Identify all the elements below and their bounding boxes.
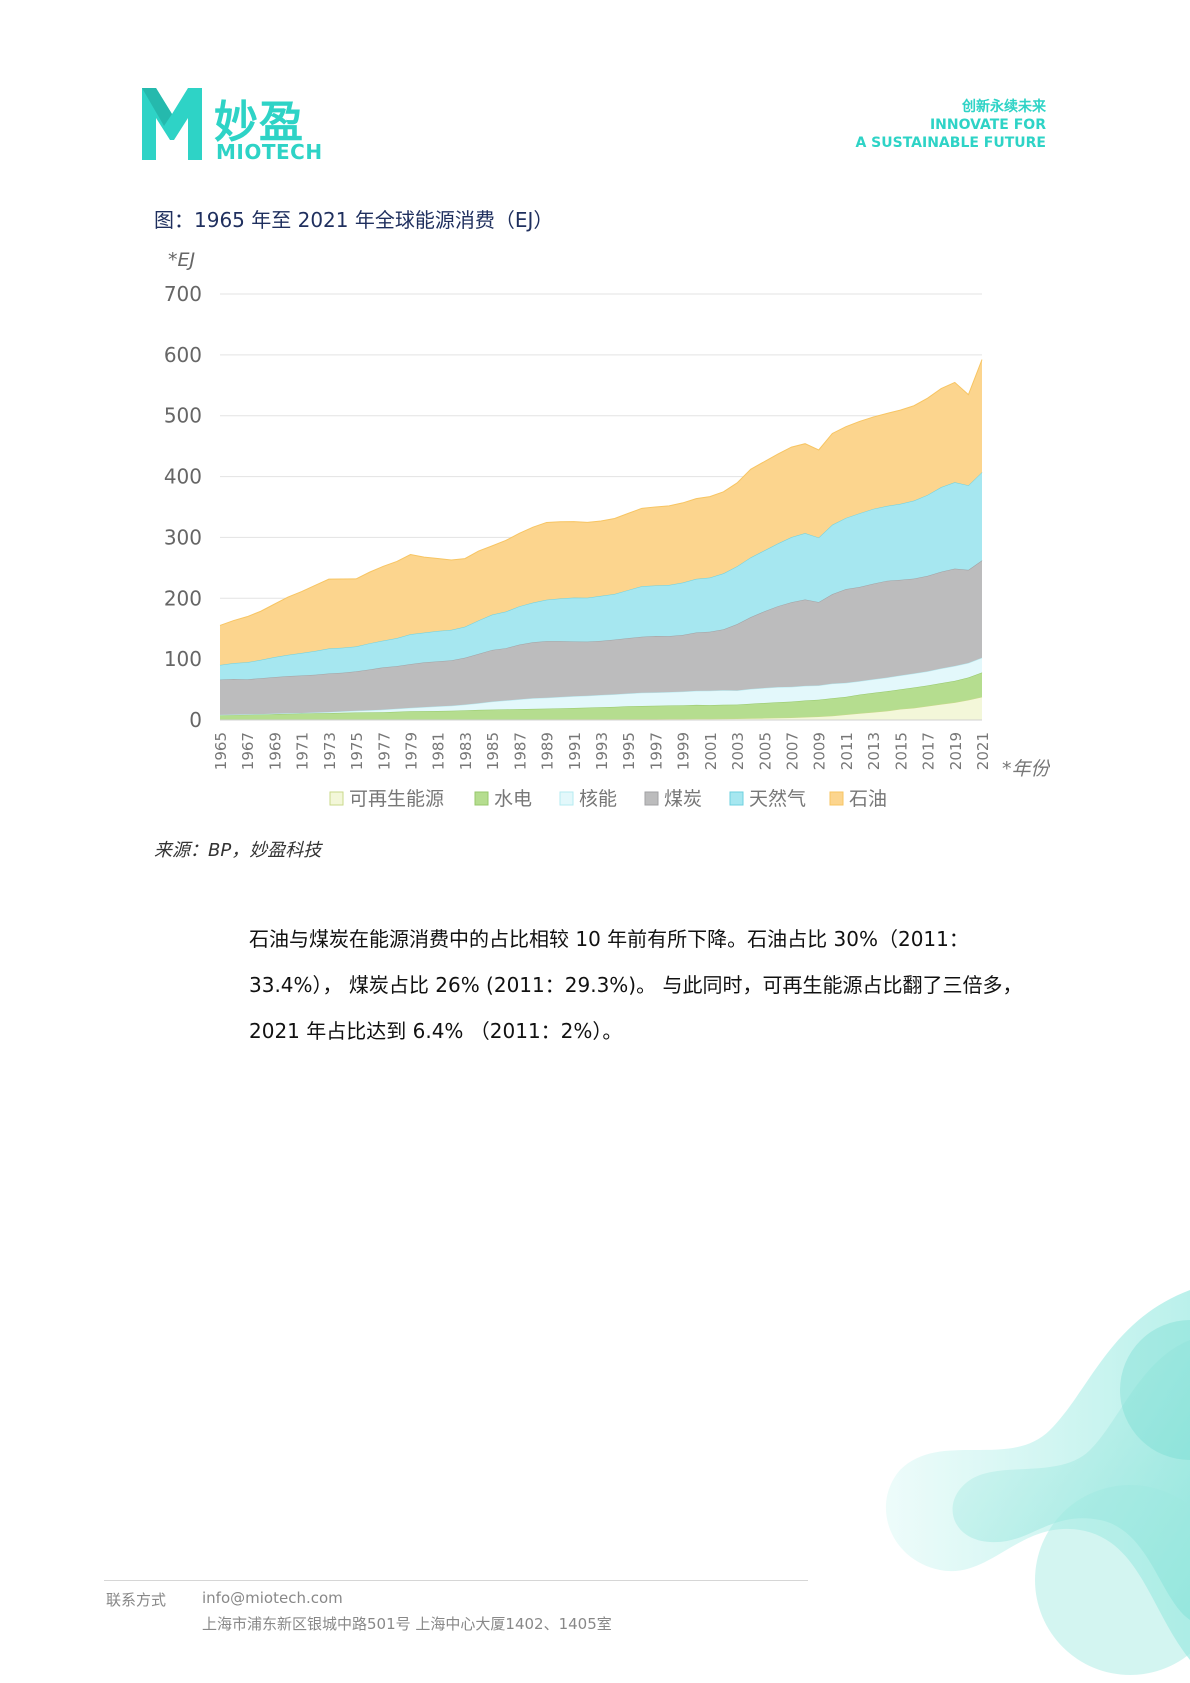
y-tick-label: 500: [164, 404, 202, 428]
x-tick-label: 1989: [539, 732, 557, 770]
x-tick-label: 1999: [675, 732, 693, 770]
y-tick-label: 200: [164, 586, 202, 610]
x-tick-label: 2021: [974, 732, 992, 770]
figure-source: 来源：BP，妙盈科技: [154, 840, 322, 861]
chart-legend: 可再生能源 水电 核能 煤炭 天然气 石油: [329, 788, 887, 810]
legend-item: 核能: [559, 788, 617, 810]
x-tick-label: 1987: [511, 732, 529, 770]
x-axis: 1965 1967 1969 1971 1973 1975 1977 1979 1981 1983…: [212, 719, 992, 770]
y-tick-label: 400: [164, 465, 202, 489]
slogan: 创新永续未来 INNOVATE FOR A SUSTAINABLE FUTURE: [855, 98, 1046, 152]
x-tick-label: 1981: [430, 732, 448, 770]
decorative-wave-shapes: [885, 1290, 1190, 1675]
x-tick-label: 1993: [593, 732, 611, 770]
footer-address: 上海市浦东新区银城中路501号 上海中心大厦1402、1405室: [202, 1615, 612, 1633]
x-tick-label: 1991: [566, 732, 584, 770]
x-tick-label: 2013: [865, 732, 883, 770]
slogan-line-cn: 创新永续未来: [962, 99, 1046, 115]
area-煤炭: [220, 560, 982, 715]
y-axis-label: *EJ: [168, 249, 196, 271]
x-tick-label: 2005: [756, 732, 774, 770]
x-tick-label: 2009: [811, 732, 829, 770]
x-tick-label: 1977: [375, 732, 393, 770]
x-tick-label: 1973: [321, 732, 339, 770]
x-axis-label: *年份: [1002, 758, 1050, 780]
x-tick-label: 2019: [947, 732, 965, 770]
area-石油: [220, 359, 982, 665]
x-tick-label: 1971: [294, 732, 312, 770]
legend-swatch: [729, 791, 744, 806]
legend-swatch: [474, 791, 489, 806]
x-tick-label: 1983: [457, 732, 475, 770]
legend-label: 水电: [494, 788, 532, 810]
legend-item: 可再生能源: [329, 788, 444, 810]
legend-swatch: [644, 791, 659, 806]
area-水电: [220, 672, 982, 720]
footer-email: info@miotech.com: [202, 1589, 343, 1607]
x-tick-label: 1965: [212, 732, 230, 770]
slogan-line-en-1: INNOVATE FOR: [929, 117, 1046, 133]
y-tick-label: 0: [189, 708, 202, 732]
area-天然气: [220, 472, 982, 680]
y-tick-label: 100: [164, 647, 202, 671]
area-edge-石油: [219, 359, 983, 626]
y-axis: 0 100 200 300 400 500 600 700: [164, 282, 202, 732]
legend-item: 水电: [474, 788, 532, 810]
legend-swatch: [559, 791, 574, 806]
x-tick-label: 2001: [702, 732, 720, 770]
legend-swatch: [329, 791, 344, 806]
legend-item: 石油: [829, 788, 887, 810]
footer-divider: [104, 1580, 808, 1581]
x-tick-label: 1995: [620, 732, 638, 770]
body-paragraph: 石油与煤炭在能源消费中的占比相较 10 年前有所下降。石油占比 30%（2011…: [249, 927, 1023, 1043]
legend-swatch: [829, 791, 844, 806]
legend-item: 煤炭: [644, 788, 702, 810]
x-tick-label: 1979: [403, 732, 421, 770]
x-tick-label: 2003: [729, 732, 747, 770]
legend-item: 天然气: [729, 788, 806, 810]
x-tick-label: 2011: [838, 732, 856, 770]
x-tick-label: 1967: [239, 732, 257, 770]
area-核能: [220, 657, 982, 716]
figure-caption: 图：1965 年至 2021 年全球能源消费（EJ）: [154, 208, 554, 232]
y-tick-label: 600: [164, 343, 202, 367]
x-tick-label: 1969: [266, 732, 284, 770]
m-logo-icon: [142, 88, 202, 160]
area-可再生能源: [220, 696, 982, 720]
y-tick-label: 700: [164, 282, 202, 306]
x-tick-label: 2007: [784, 732, 802, 770]
legend-label: 煤炭: [664, 788, 702, 810]
x-tick-label: 2015: [892, 732, 910, 770]
logo-english-text: MIOTECH: [216, 140, 323, 164]
area-series: [219, 359, 983, 721]
x-tick-label: 1997: [647, 732, 665, 770]
legend-label: 可再生能源: [349, 788, 444, 810]
x-tick-label: 1985: [484, 732, 502, 770]
energy-consumption-chart: 0 100 200 300 400 500 600 700 1965 1967 1969 1971 1…: [150, 244, 1052, 824]
legend-label: 石油: [849, 788, 887, 810]
y-tick-label: 300: [164, 525, 202, 549]
legend-label: 天然气: [749, 788, 806, 810]
x-tick-label: 2017: [920, 732, 938, 770]
x-tick-label: 1975: [348, 732, 366, 770]
legend-label: 核能: [579, 788, 617, 810]
miotech-logo: 妙盈 MIOTECH: [142, 88, 322, 166]
slogan-line-en-2: A SUSTAINABLE FUTURE: [855, 135, 1046, 151]
logo-chinese-text: 妙盈: [214, 97, 304, 148]
footer-contact-label: 联系方式: [106, 1591, 167, 1609]
